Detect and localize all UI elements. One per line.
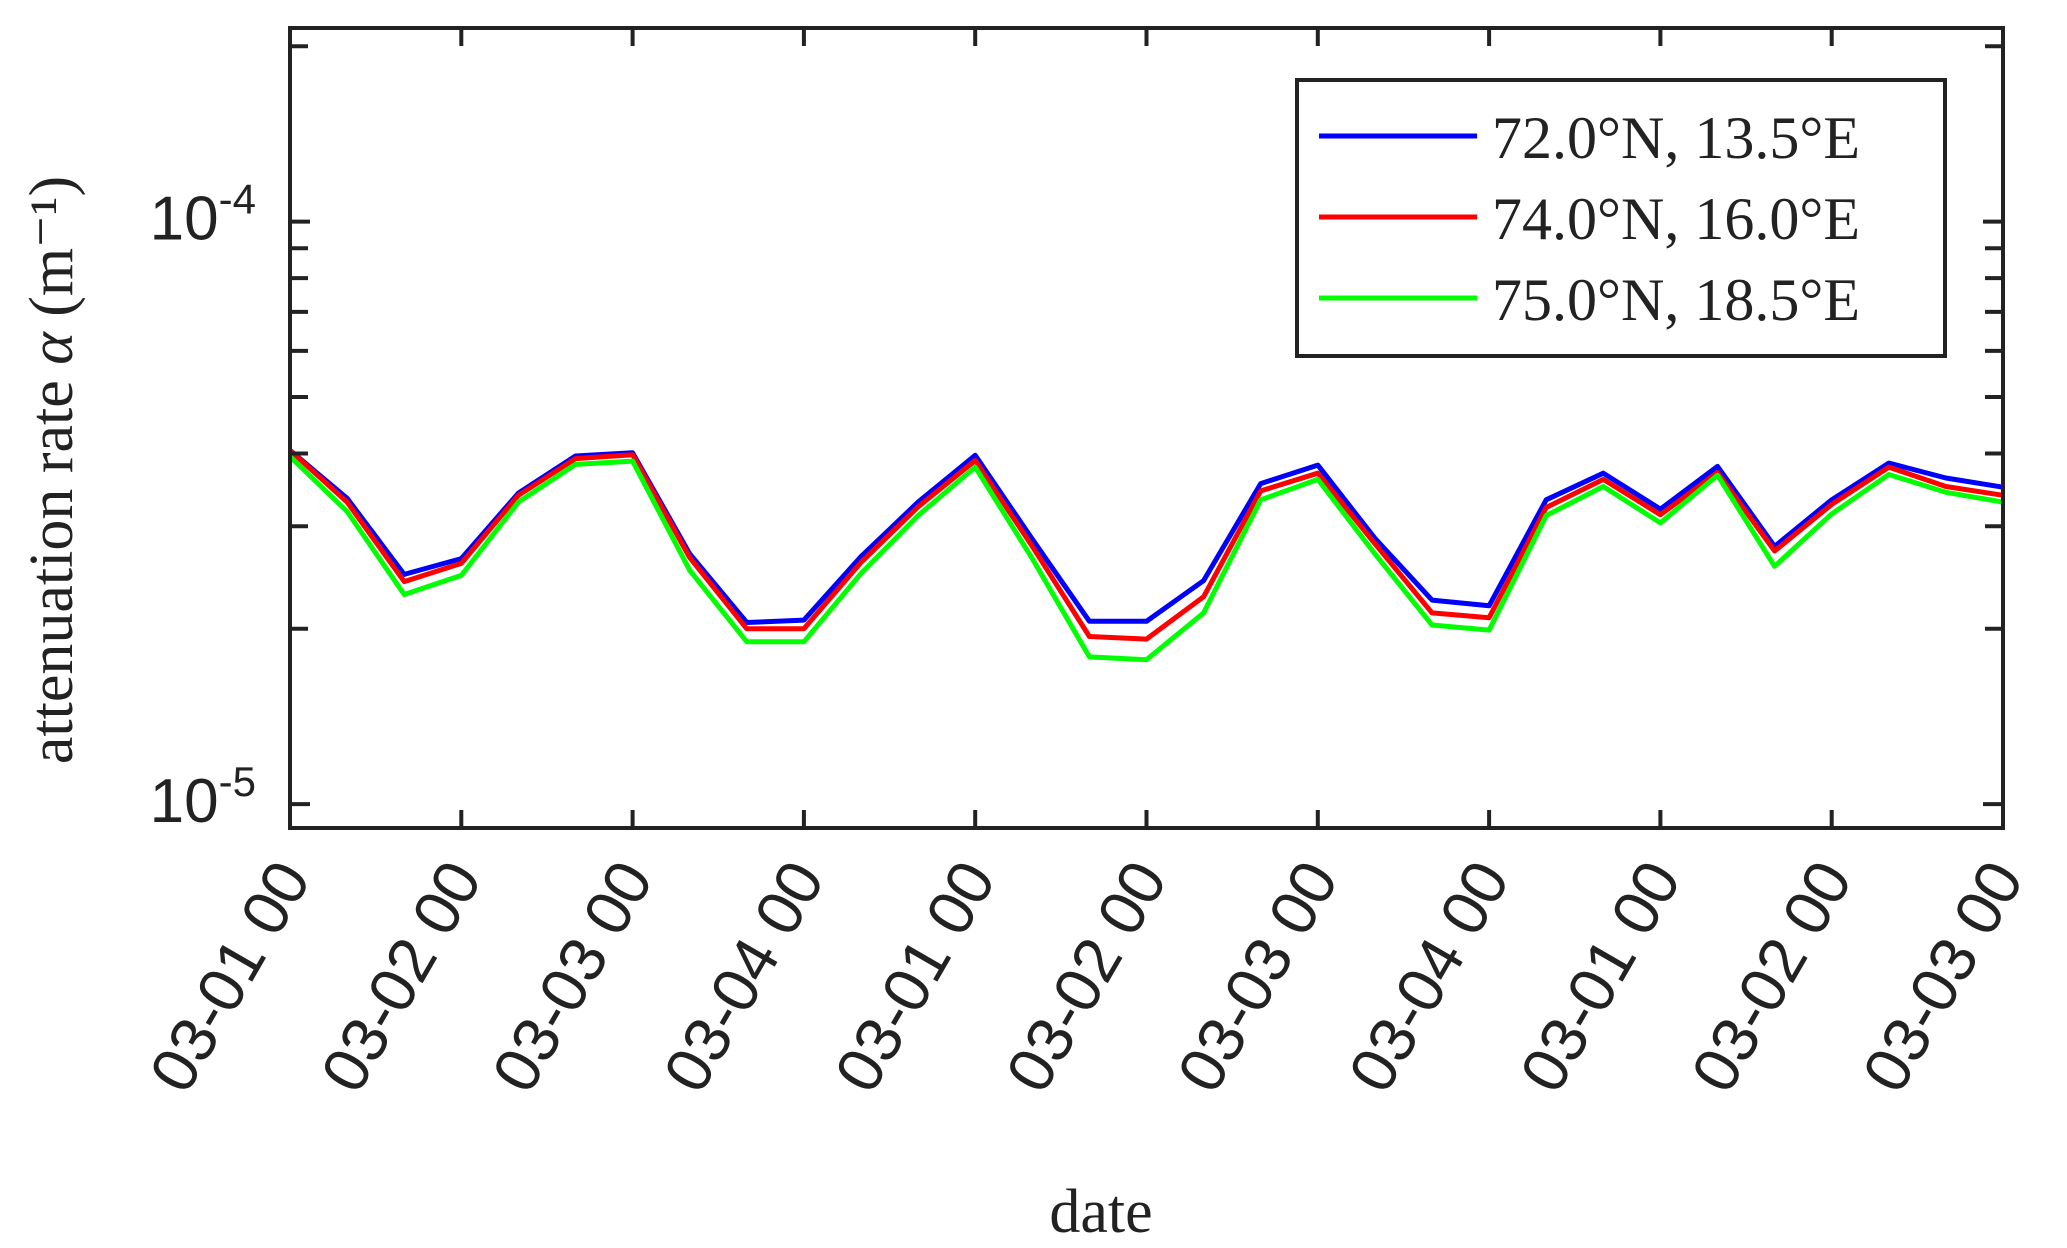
y-tick-label: 10-5 — [150, 758, 256, 836]
x-tick-label: 03-02 00 — [307, 849, 496, 1104]
x-tick-label: 03-01 00 — [1506, 849, 1695, 1104]
series-line-1 — [288, 448, 2004, 625]
y-axis-title-text: attenuation rate — [18, 380, 86, 764]
x-tick-label: 03-03 00 — [1163, 849, 1352, 1104]
x-tick-label: 03-03 00 — [478, 849, 667, 1104]
legend-label-2: 74.0°N, 16.0°E — [1492, 186, 1860, 252]
y-tick-label: 10-4 — [150, 176, 256, 254]
x-axis-title: date — [1049, 1178, 1152, 1246]
legend-label-3: 75.0°N, 18.5°E — [1492, 267, 1860, 333]
y-axis-title: attenuation rate α (m⁻¹) — [18, 176, 86, 764]
series-layer — [288, 448, 2004, 663]
x-tick-label: 03-04 00 — [1335, 849, 1524, 1104]
x-tick-label: 03-01 00 — [135, 849, 324, 1104]
y-axis-title-unit: (m⁻¹) — [18, 176, 86, 317]
x-tick-label: 03-01 00 — [821, 849, 1010, 1104]
legend: 72.0°N, 13.5°E 74.0°N, 16.0°E 75.0°N, 18.5… — [1295, 78, 1947, 358]
x-tick-label: 03-04 00 — [649, 849, 838, 1104]
x-tick-label: 03-02 00 — [1677, 849, 1866, 1104]
y-axis-title-symbol: α — [18, 331, 86, 365]
x-tick-label: 03-02 00 — [992, 849, 1181, 1104]
series-line-3 — [288, 454, 2004, 663]
x-tick-label: 03-03 00 — [1848, 849, 2037, 1104]
legend-label-1: 72.0°N, 13.5°E — [1492, 105, 1860, 171]
series-line-2 — [288, 448, 2004, 642]
